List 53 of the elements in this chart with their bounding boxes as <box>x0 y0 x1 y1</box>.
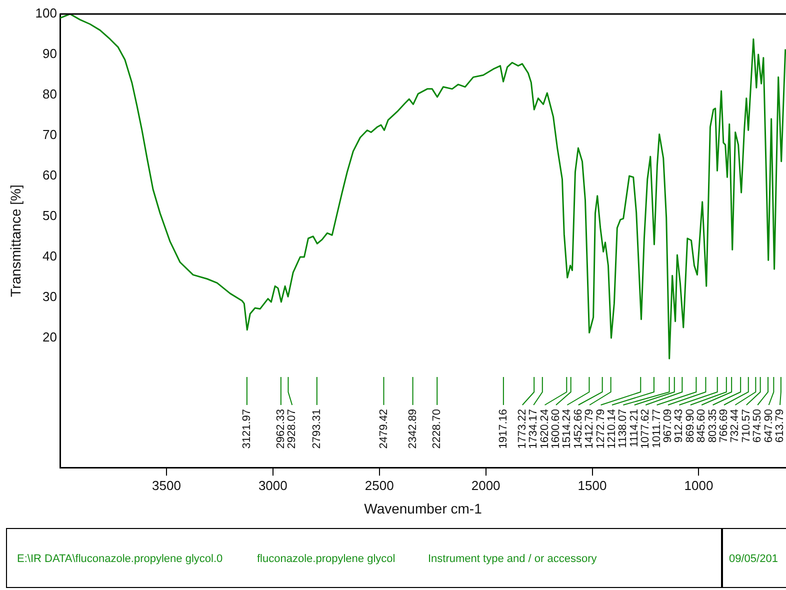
annotation: 1011.77 <box>650 409 663 448</box>
annotation: 1773.22 <box>516 409 528 449</box>
annotation: 1734.17 <box>528 409 540 449</box>
x-tick-label: 3000 <box>258 478 288 493</box>
y-axis-title: Transmittance [%] <box>7 184 24 297</box>
annotation: 869.90 <box>684 409 696 443</box>
y-tick-label: 80 <box>42 86 57 102</box>
annotation: 2342.89 <box>406 409 419 449</box>
y-tick-label: 50 <box>42 208 57 224</box>
annotation: 845.60 <box>696 409 708 443</box>
x-tick-label: 2000 <box>471 478 500 493</box>
annotation: 1620.24 <box>538 409 551 449</box>
annotation: 1917.16 <box>497 409 510 449</box>
x-tick-label: 2500 <box>364 478 394 493</box>
annotation: 613.79 <box>774 409 786 443</box>
y-tick-label: 40 <box>42 248 57 264</box>
annotation: 1210.14 <box>606 409 618 449</box>
annotation: 647.90 <box>762 409 775 443</box>
annotation: 2228.70 <box>431 409 444 449</box>
y-tick-label: 30 <box>42 289 57 304</box>
annotation: 2479.42 <box>378 409 390 449</box>
annotation: 2928.07 <box>286 409 298 449</box>
annotation: 1077.62 <box>640 409 652 449</box>
text: fluconazole.propylene glycol <box>257 553 396 565</box>
x-axis-title: Wavenumber cm-1 <box>364 500 482 516</box>
y-tick-label: 90 <box>42 46 57 62</box>
annotation: 674.50 <box>752 409 764 443</box>
annotation: 732.44 <box>729 409 742 443</box>
annotation: 710.57 <box>740 409 752 443</box>
text: Instrument type and / or accessory <box>428 553 597 565</box>
y-tick-label: 20 <box>42 330 57 345</box>
text: 09/05/201 <box>729 553 778 565</box>
annotation: 3121.97 <box>240 409 253 449</box>
annotation: 967.09 <box>662 409 674 443</box>
annotation: 1452.66 <box>572 409 584 449</box>
annotation: 1138.07 <box>617 409 630 448</box>
x-tick-label: 1000 <box>684 478 714 493</box>
annotation: 2962.33 <box>274 409 287 449</box>
annotation: 766.69 <box>718 409 730 443</box>
annotation: 1412.79 <box>584 409 596 449</box>
text: E:\IR DATA\fluconazole.propylene glycol.0 <box>17 553 223 565</box>
annotation: 1272.79 <box>594 409 607 449</box>
y-tick-label: 60 <box>42 168 57 183</box>
y-tick-label: 100 <box>35 6 57 21</box>
annotation: 803.35 <box>706 409 719 443</box>
x-tick-label: 3500 <box>152 478 181 493</box>
annotation: 1600.60 <box>550 409 562 449</box>
annotation: 1114.21 <box>628 409 640 448</box>
x-tick-label: 1500 <box>578 478 607 493</box>
annotation: 912.43 <box>673 409 686 443</box>
y-tick-label: 70 <box>42 127 57 142</box>
annotation: 2793.31 <box>310 409 323 449</box>
annotation: 1514.24 <box>561 409 574 449</box>
